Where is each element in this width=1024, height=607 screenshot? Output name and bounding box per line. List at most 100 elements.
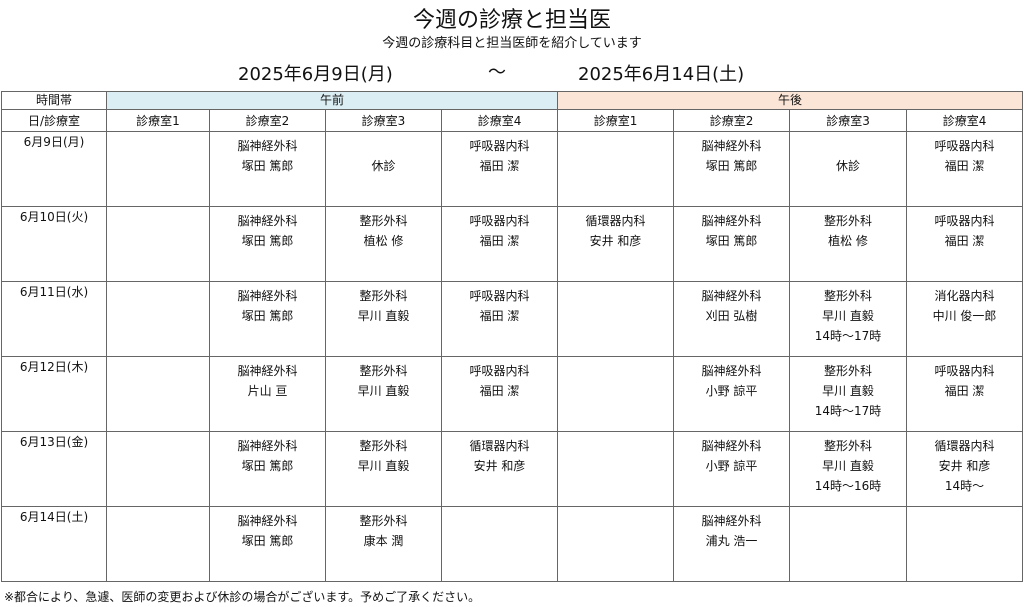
doctor-name: 塚田 篤郎 <box>705 159 758 173</box>
schedule-cell: 整形外科 康本 潤 <box>325 506 442 582</box>
doctor-name: 塚田 篤郎 <box>705 234 758 248</box>
doctor-name: 安井 和彦 <box>938 459 991 473</box>
doctor-name: 塚田 篤郎 <box>241 459 294 473</box>
schedule-cell: 循環器内科 安井 和彦 <box>440 431 559 507</box>
am-header: 午前 <box>105 91 559 110</box>
room-header: 診療室3 <box>789 109 908 132</box>
day-row: 6月13日(金) 脳神経外科 塚田 篤郎 整形外科 早川 直毅 循環器内科 安井 和彦 脳神経… <box>1 431 1024 507</box>
room-header: 診療室2 <box>209 109 326 132</box>
doctor-name: 刈田 弘樹 <box>705 309 758 323</box>
department-text: 整形外科 <box>824 364 873 378</box>
doctor-name: 福田 潔 <box>479 159 520 173</box>
department-text: 整形外科 <box>824 439 873 453</box>
day-label: 6月14日(土) <box>1 506 107 582</box>
hours-note: 14時～17時 <box>814 329 882 343</box>
schedule-cell <box>440 506 559 582</box>
schedule-cell: 呼吸器内科 福田 潔 <box>906 356 1024 432</box>
schedule-cell <box>106 131 210 207</box>
doctor-name: 早川 直毅 <box>357 384 410 398</box>
doctor-name: 植松 修 <box>828 234 868 248</box>
schedule-cell: 脳神経外科小野 諒平 <box>673 356 791 432</box>
department-text <box>326 136 441 156</box>
schedule-cell: 呼吸器内科 福田 潔 <box>440 131 559 207</box>
doctor-name: 塚田 篤郎 <box>241 309 294 323</box>
doctor-name: 塚田 篤郎 <box>241 234 294 248</box>
schedule-cell: 脳神経外科 塚田 篤郎 <box>673 131 791 207</box>
doctor-name: 福田 潔 <box>479 234 520 248</box>
day-label: 6月9日(月) <box>1 131 107 207</box>
department-text: 脳神経外科 <box>701 214 762 228</box>
doctor-name: 早川 直毅 <box>822 459 874 473</box>
schedule-cell: 脳神経外科塚田 篤郎 <box>673 206 791 282</box>
time-slot-header: 時間帯 <box>1 91 107 110</box>
room-header: 診療室3 <box>325 109 442 132</box>
doctor-name: 小野 諒平 <box>705 384 758 398</box>
pm-header: 午後 <box>557 91 1024 110</box>
day-label: 6月10日(火) <box>1 206 107 282</box>
department-text: 脳神経外科 <box>237 139 298 153</box>
schedule-cell <box>906 506 1024 582</box>
doctor-name: 塚田 篤郎 <box>241 159 294 173</box>
day-row: 6月14日(土) 脳神経外科塚田 篤郎 整形外科康本 潤 脳神経外科浦丸 浩一 <box>1 506 1024 582</box>
day-label: 6月12日(木) <box>1 356 107 432</box>
schedule-cell <box>557 281 675 357</box>
schedule-cell: 休診 <box>325 131 442 207</box>
room-header: 診療室1 <box>557 109 675 132</box>
page-subtitle: 今週の診療科目と担当医師を紹介しています <box>382 36 642 51</box>
department-text: 呼吸器内科 <box>934 364 995 378</box>
day-row: 6月12日(木) 脳神経外科 片山 亘整形外科 早川 直毅 呼吸器内科 福田 潔脳神経外科… <box>1 356 1024 432</box>
doctor-name: 福田 潔 <box>944 159 985 173</box>
schedule-cell: 整形外科 早川 直毅 <box>325 281 442 357</box>
doctor-name: 早川 直毅 <box>822 384 874 398</box>
department-text: 整形外科 <box>359 514 408 528</box>
doctor-name: 中川 俊一郎 <box>932 309 997 323</box>
period-start-date: 2025年6月9日(月) <box>238 64 393 85</box>
period-separator: ～ <box>488 62 506 83</box>
schedule-table: 時間帯 午前 午後 日/診療室 診療室1 診療室2 診療室3 診療室4 診療室1 診療室2… <box>1 91 1024 582</box>
doctor-name: 浦丸 浩一 <box>705 534 758 548</box>
doctor-name: 塚田 篤郎 <box>241 534 294 548</box>
department-text: 整形外科 <box>824 214 873 228</box>
schedule-cell: 整形外科早川 直毅 14時～16時 <box>789 431 908 507</box>
schedule-cell: 呼吸器内科 福田 潔 <box>440 206 559 282</box>
department-text: 脳神経外科 <box>701 364 762 378</box>
department-text: 呼吸器内科 <box>469 214 530 228</box>
department-text: 整形外科 <box>359 439 408 453</box>
hours-note: 14時～ <box>944 479 985 493</box>
department-text: 循環器内科 <box>469 439 530 453</box>
room-header: 診療室1 <box>106 109 210 132</box>
doctor-name: 小野 諒平 <box>705 459 758 473</box>
day-row: 6月9日(月) 脳神経外科 塚田 篤郎 休診 呼吸器内科 福田 潔脳神経外科 塚田 篤郎 … <box>1 131 1024 207</box>
doctor-name: 片山 亘 <box>247 384 288 398</box>
department-text: 脳神経外科 <box>701 514 762 528</box>
department-text: 脳神経外科 <box>237 364 298 378</box>
doctor-name: 福田 潔 <box>944 384 985 398</box>
schedule-cell: 呼吸器内科 福田 潔 <box>906 131 1024 207</box>
doctor-name: 休診 <box>836 159 861 173</box>
schedule-cell: 整形外科 植松 修 <box>325 206 442 282</box>
department-text: 消化器内科 <box>934 289 995 303</box>
hours-note: 14時～17時 <box>814 404 882 418</box>
day-label: 6月11日(水) <box>1 281 107 357</box>
day-row: 6月11日(水) 脳神経外科 塚田 篤郎 整形外科 早川 直毅 呼吸器内科 福田 潔脳神経外… <box>1 281 1024 357</box>
day-row: 6月10日(火) 脳神経外科 塚田 篤郎 整形外科 植松 修呼吸器内科 福田 潔循環器内科… <box>1 206 1024 282</box>
hours-note: 14時～16時 <box>814 479 882 493</box>
schedule-cell: 脳神経外科 小野 諒平 <box>673 431 791 507</box>
schedule-cell <box>106 356 210 432</box>
doctor-name: 休診 <box>371 159 396 173</box>
period-end-date: 2025年6月14日(土) <box>578 64 745 85</box>
schedule-cell: 脳神経外科 片山 亘 <box>209 356 326 432</box>
schedule-cell: 脳神経外科 塚田 篤郎 <box>209 431 326 507</box>
doctor-name: 康本 潤 <box>363 534 404 548</box>
department-text: 整形外科 <box>359 364 408 378</box>
schedule-cell: 循環器内科 安井 和彦 <box>557 206 675 282</box>
schedule-cell: 整形外科 早川 直毅 14時～17時 <box>789 281 908 357</box>
department-text: 脳神経外科 <box>701 289 762 303</box>
schedule-cell: 呼吸器内科 福田 潔 <box>440 356 559 432</box>
schedule-cell <box>106 206 210 282</box>
department-text: 呼吸器内科 <box>934 214 995 228</box>
schedule-cell: 整形外科早川 直毅 14時～17時 <box>789 356 908 432</box>
schedule-cell: 脳神経外科浦丸 浩一 <box>673 506 791 582</box>
doctor-name: 福田 潔 <box>479 384 520 398</box>
schedule-cell: 脳神経外科 塚田 篤郎 <box>209 206 326 282</box>
